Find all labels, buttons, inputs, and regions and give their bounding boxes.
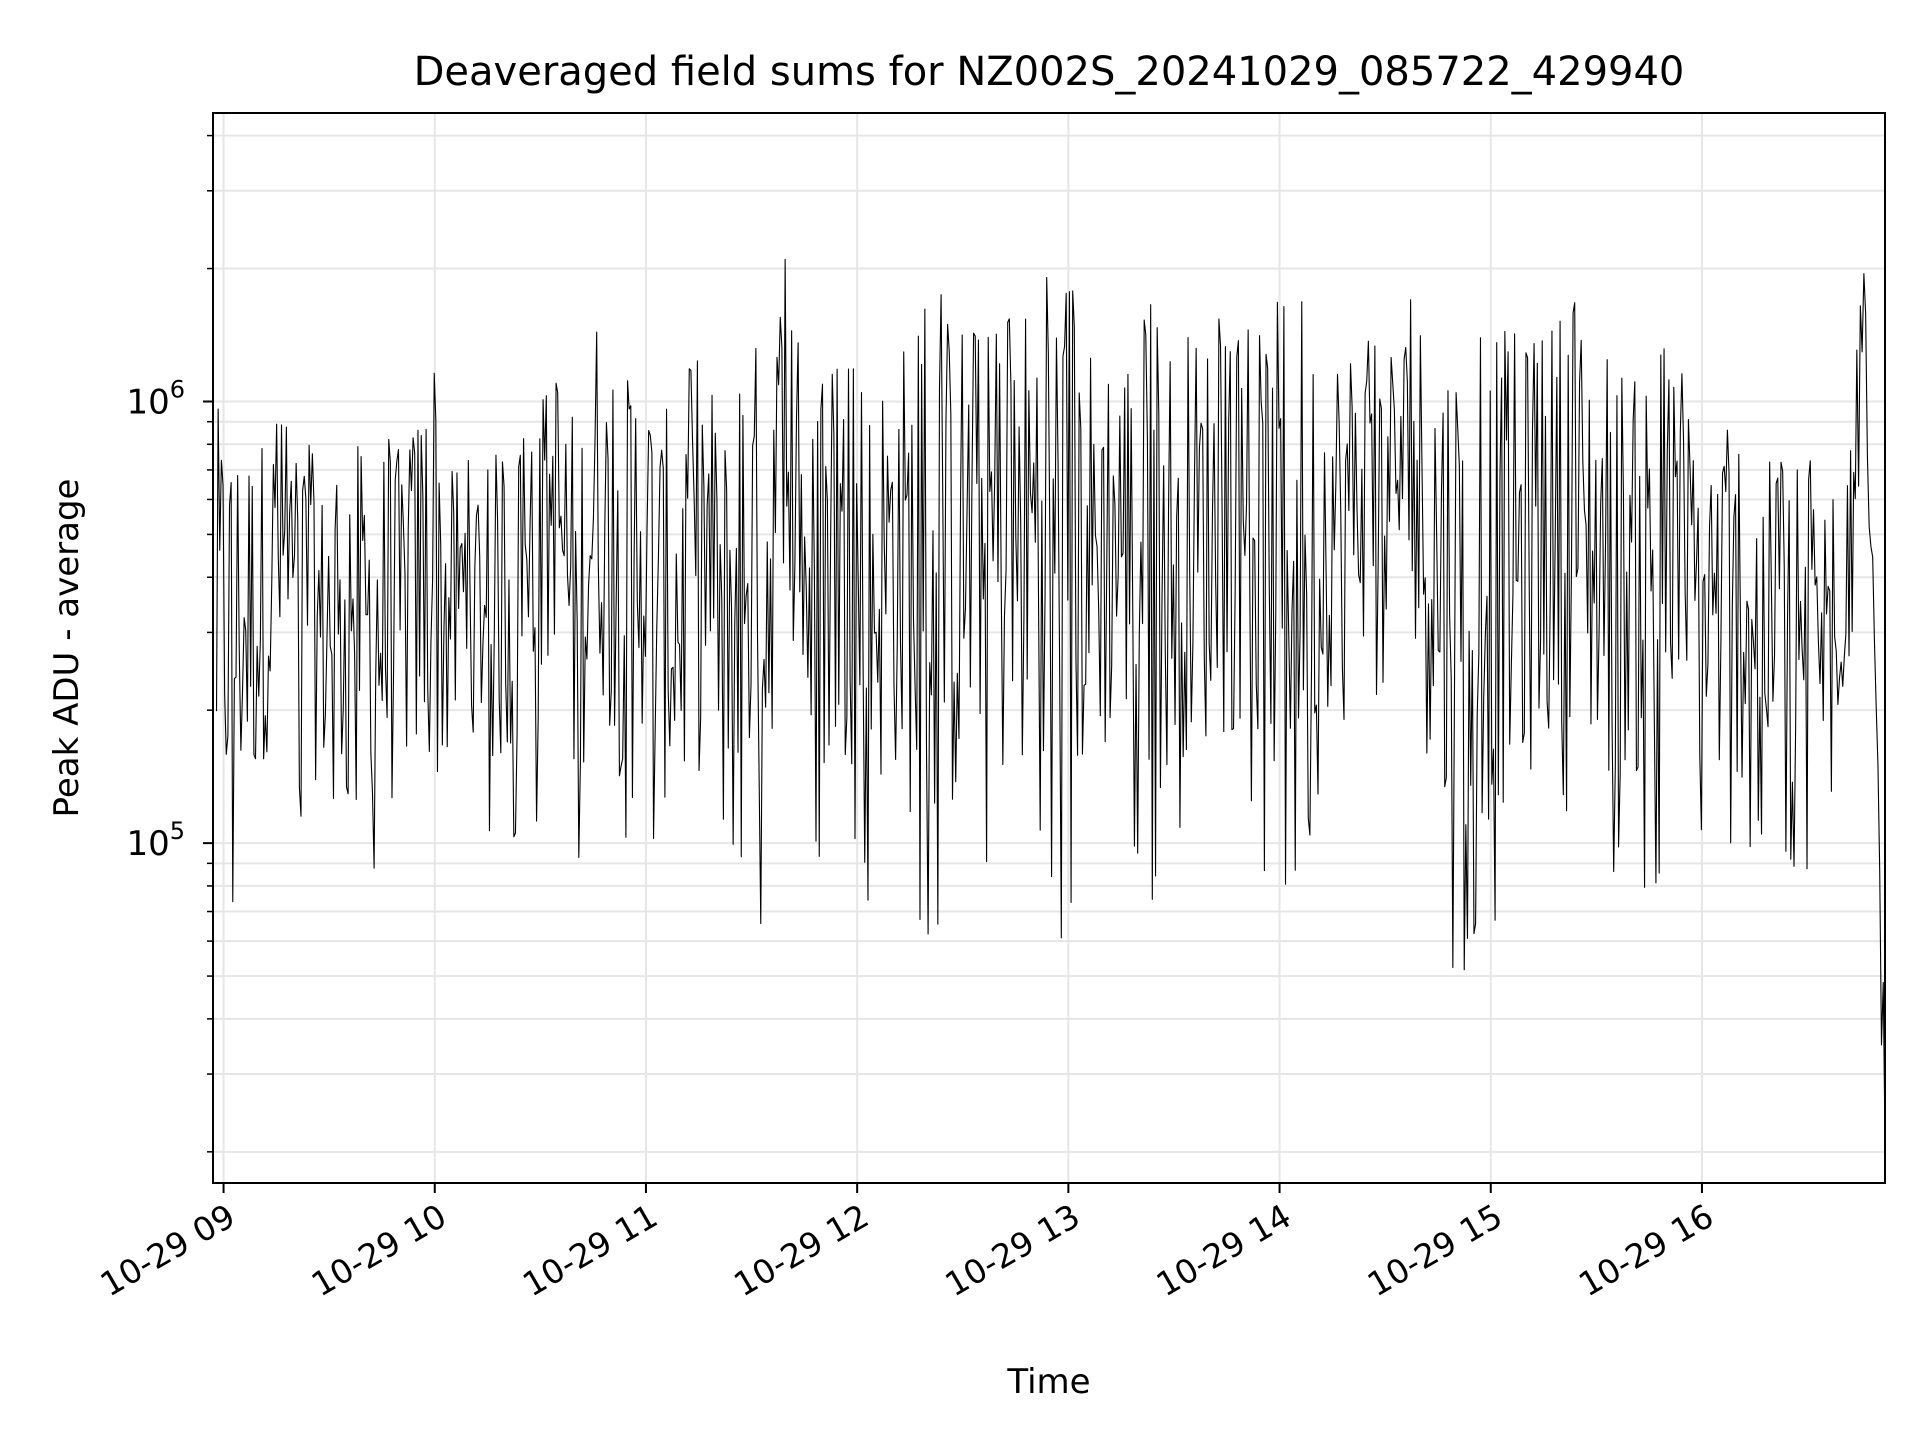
y-axis-ticks: 105 106: [126, 134, 213, 1153]
series-line: [215, 258, 1886, 1143]
plot-area-frame: [212, 112, 1886, 1184]
y-tick-label: 106: [126, 375, 185, 422]
data-series: [215, 258, 1886, 1143]
y-axis-label: Peak ADU - average: [47, 479, 87, 818]
y-tick-label: 105: [126, 817, 185, 864]
x-axis-label: Time: [1006, 1362, 1090, 1402]
chart-title: Deaveraged field sums for NZ002S_2024102…: [414, 49, 1685, 95]
